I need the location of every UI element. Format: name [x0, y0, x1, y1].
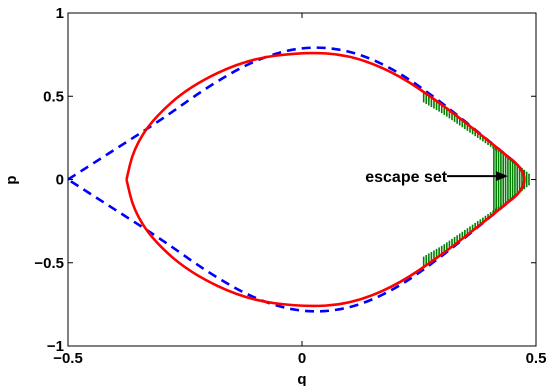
- y-axis-label: p: [3, 175, 20, 184]
- ticks: −0.5 0 0.5−1−0.500.51: [34, 5, 546, 367]
- x-axis-label: q: [297, 371, 306, 386]
- plot-area: [67, 46, 531, 313]
- axes: [67, 12, 537, 347]
- y-tick-label: −0.5: [34, 255, 64, 272]
- x-tick-label: −0.5: [53, 350, 83, 367]
- dashed-blue-curve: [67, 46, 526, 313]
- annotations: escape set: [365, 169, 508, 186]
- y-tick-label: 1: [56, 5, 64, 22]
- plot-frame: [67, 12, 537, 347]
- y-tick-label: 0: [56, 172, 64, 189]
- x-tick-label: 0: [298, 350, 306, 367]
- escape-set-label: escape set: [365, 169, 448, 186]
- x-tick-label: 0.5: [526, 350, 547, 367]
- y-tick-label: −1: [47, 338, 64, 355]
- solid-red-curve: [125, 51, 526, 308]
- annotation-arrow-head: [495, 171, 508, 182]
- y-tick-label: 0.5: [43, 88, 64, 105]
